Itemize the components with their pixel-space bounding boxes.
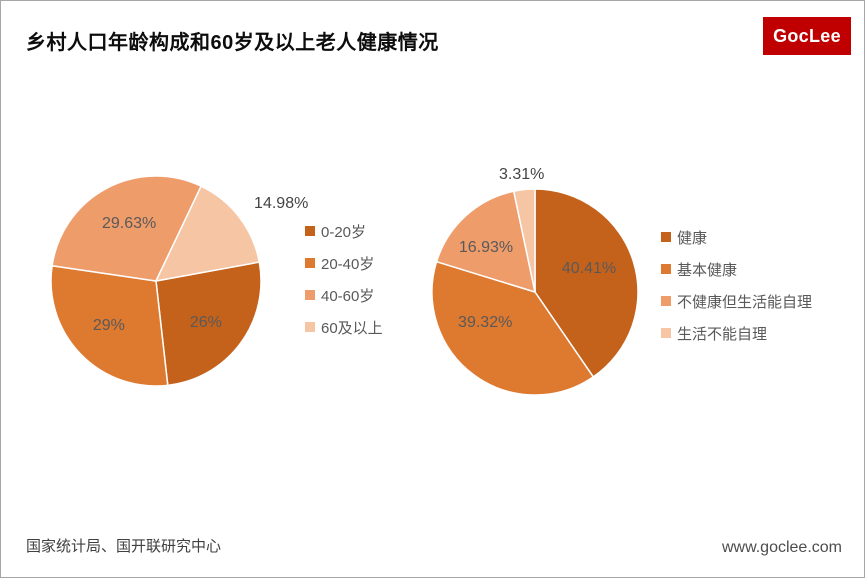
pie-slice-1 [50,264,169,387]
legend-label: 健康 [677,229,708,247]
legend-item: 40-60岁 [305,279,383,311]
legend-label: 40-60岁 [321,287,375,305]
legend: 健康基本健康不健康但生活能自理 生活不能自理 [661,221,812,349]
pie-slice-2 [435,190,536,294]
legend-label: 生活不能自理 [677,325,768,343]
pie-slice-3 [154,185,261,283]
legend-item: 健康 [661,221,812,253]
legend-label: 60及以上 [321,319,383,337]
footer-website: www.goclee.com [721,539,842,556]
legend-label: 不健康但生活能自理 [677,293,813,311]
pie-data-label: 29.63% [101,215,157,232]
logo-text: GocLee [773,25,841,46]
legend-marker-icon [661,296,671,306]
legend-marker-icon [661,264,671,274]
legend-marker-icon [305,258,315,268]
legend-item: 基本健康 [661,253,812,285]
pie-data-label: 26% [189,313,222,331]
pie-slice-0 [534,188,639,378]
legend-label: 0-20岁 [321,223,367,241]
goclee-logo: GocLee [763,17,851,55]
pie-slice-0 [155,261,262,387]
pie-slice-1 [431,260,595,396]
legend-marker-icon [661,328,671,338]
legend-label: 基本健康 [677,261,738,279]
legend-item: 0-20岁 [305,215,383,247]
pie-data-label: 39.32% [458,314,513,332]
legend-item: 生活不能自理 [661,317,812,349]
footer-source: 国家统计局、国开联研究中心 [26,538,222,555]
pie-slice-3 [512,188,536,293]
pie-data-label: 3.31% [499,166,545,184]
legend-marker-icon [305,322,315,332]
legend-marker-icon [305,226,315,236]
legend-item: 不健康但生活能自理 [661,285,812,317]
legend-item: 60及以上 [305,311,383,343]
legend-marker-icon [661,232,671,242]
legend: 0-20岁 20-40岁 40-60岁 60及以上 [305,215,383,343]
legend-label: 20-40岁 [321,255,375,273]
pie-slice-2 [51,175,203,282]
pie-data-label: 16.93% [458,238,514,256]
pie-data-label: 29% [92,317,125,334]
pie-data-label: 40.41% [561,260,617,278]
pie-data-label: 14.98% [254,195,309,212]
legend-item: 20-40岁 [305,247,383,279]
legend-marker-icon [305,290,315,300]
page-title: 乡村人口年龄构成和60岁及以上老人健康情况 [26,32,439,54]
